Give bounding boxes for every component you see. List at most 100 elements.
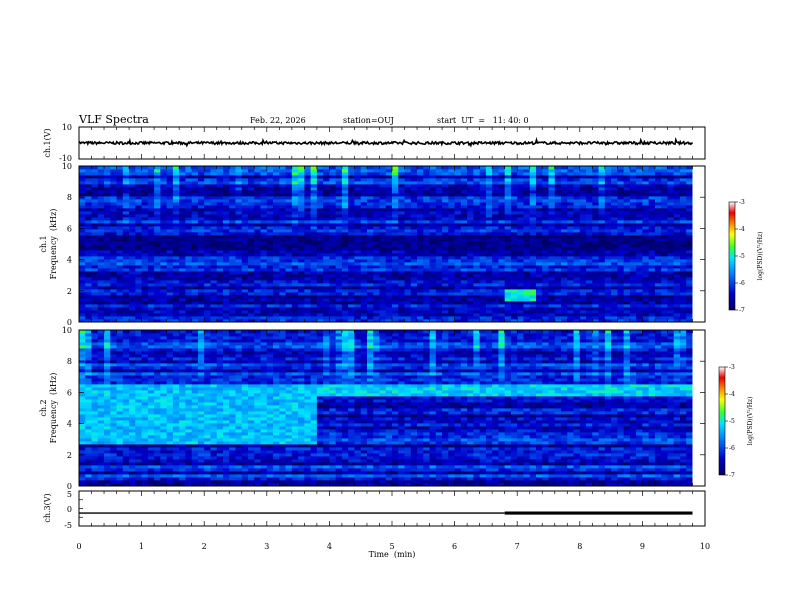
spectrogram-cell [623,238,631,242]
spectrogram-cell [135,295,142,299]
spectrogram-cell [586,292,593,296]
spectrogram-cell [329,319,337,323]
spectrogram-cell [448,316,455,320]
spectrogram-cell [366,217,374,221]
spectrogram-cell [279,298,286,302]
spectrogram-cell [542,223,549,227]
spectrogram-cell [573,196,581,200]
spectrogram-cell [573,307,581,311]
spectrogram-cell [598,175,606,179]
spectrogram-cell [135,262,142,266]
spectrogram-cell [304,229,312,233]
spectrogram-cell [648,265,656,269]
spectrogram-cell [241,211,249,215]
spectrogram-cell [166,214,174,218]
spectrogram-cell [586,223,593,227]
spectrogram-cell [467,223,474,227]
spectrogram-cell [554,265,562,269]
spectrogram-cell [529,169,537,173]
spectrogram-cell [129,253,136,257]
spectrogram-cell [629,304,637,308]
spectrogram-cell [141,214,149,218]
spectrogram-cell [454,247,462,251]
spectrogram-cell [392,283,399,287]
spectrogram-cell [154,184,161,188]
spectrogram-cell [623,310,631,314]
spectrogram-cell [573,301,581,305]
spectrogram-cell [316,253,324,257]
spectrogram-cell [185,175,193,179]
spectrogram-cell [222,286,230,290]
spectrogram-cell [185,166,193,170]
spectrogram-cell [373,178,380,182]
spectrogram-cell [642,319,650,323]
spectrogram-cell [448,250,455,254]
spectrogram-cell [423,259,430,263]
spectrogram-cell [97,298,105,302]
spectrogram-cell [379,208,387,212]
spectrogram-cell [310,199,318,203]
spectrogram-cell [429,187,437,191]
spectrogram-cell [248,229,255,233]
spectrogram-cell [360,187,368,191]
spectrogram-cell [373,199,380,203]
spectrogram-cell [636,304,643,308]
spectrogram-cell [354,250,362,254]
spectrogram-cell [185,229,193,233]
spectrogram-cell [592,313,599,317]
spectrogram-cell [235,313,243,317]
spectrogram-cell [235,253,243,257]
spectrogram-cell [523,205,531,209]
spectrogram-cell [116,199,124,203]
spectrogram-cell [479,202,487,206]
spectrogram-cell [392,250,399,254]
spectrogram-cell [104,319,111,323]
spectrogram-cell [535,289,543,293]
spectrogram-cell [122,283,130,287]
spectrogram-cell [154,205,161,209]
spectrogram-cell [460,289,468,293]
spectrogram-cell [379,232,387,236]
spectrogram-cell [523,298,531,302]
spectrogram-cell [254,175,261,179]
spectrogram-cell [85,193,92,197]
spectrogram-cell [241,262,249,266]
spectrogram-cell [172,268,180,272]
spectrogram-cell [304,259,312,263]
spectrogram-cell [485,181,493,185]
spectrogram-cell [579,172,587,176]
spectrogram-cell [535,307,543,311]
spectrogram-cell [435,181,443,185]
spectrogram-cell [366,256,374,260]
spectrogram-cell [498,241,506,245]
spectrogram-cell [654,313,662,317]
spectrogram-cell [498,262,506,266]
spectrogram-cell [460,193,468,197]
spectrogram-cell [611,253,618,257]
spectrogram-cell [535,172,543,176]
spectrogram-cell [185,181,193,185]
spectrogram-cell [429,232,437,236]
spectrogram-cell [617,214,625,218]
spectrogram-cell [335,262,343,266]
spectrogram-cell [586,205,593,209]
spectrogram-cell [241,271,249,275]
spectrogram-cell [523,277,531,281]
spectrogram-cell [229,166,236,170]
spectrogram-cell [204,211,211,215]
spectrogram-cell [435,235,443,239]
spectrogram-cell [335,241,343,245]
spectrogram-cell [348,193,355,197]
spectrogram-cell [460,277,468,281]
spectrogram-cell [492,259,499,263]
spectrogram-cell [273,169,280,173]
spectrogram-cell [241,298,249,302]
spectrogram-cell [279,319,286,323]
spectrogram-cell [423,217,430,221]
spectrogram-cell [586,253,593,257]
spectrogram-cell [529,286,537,290]
spectrogram-cell [166,184,174,188]
spectrogram-cell [604,196,612,200]
spectrogram-cell [304,253,312,257]
spectrogram-cell [273,310,280,314]
